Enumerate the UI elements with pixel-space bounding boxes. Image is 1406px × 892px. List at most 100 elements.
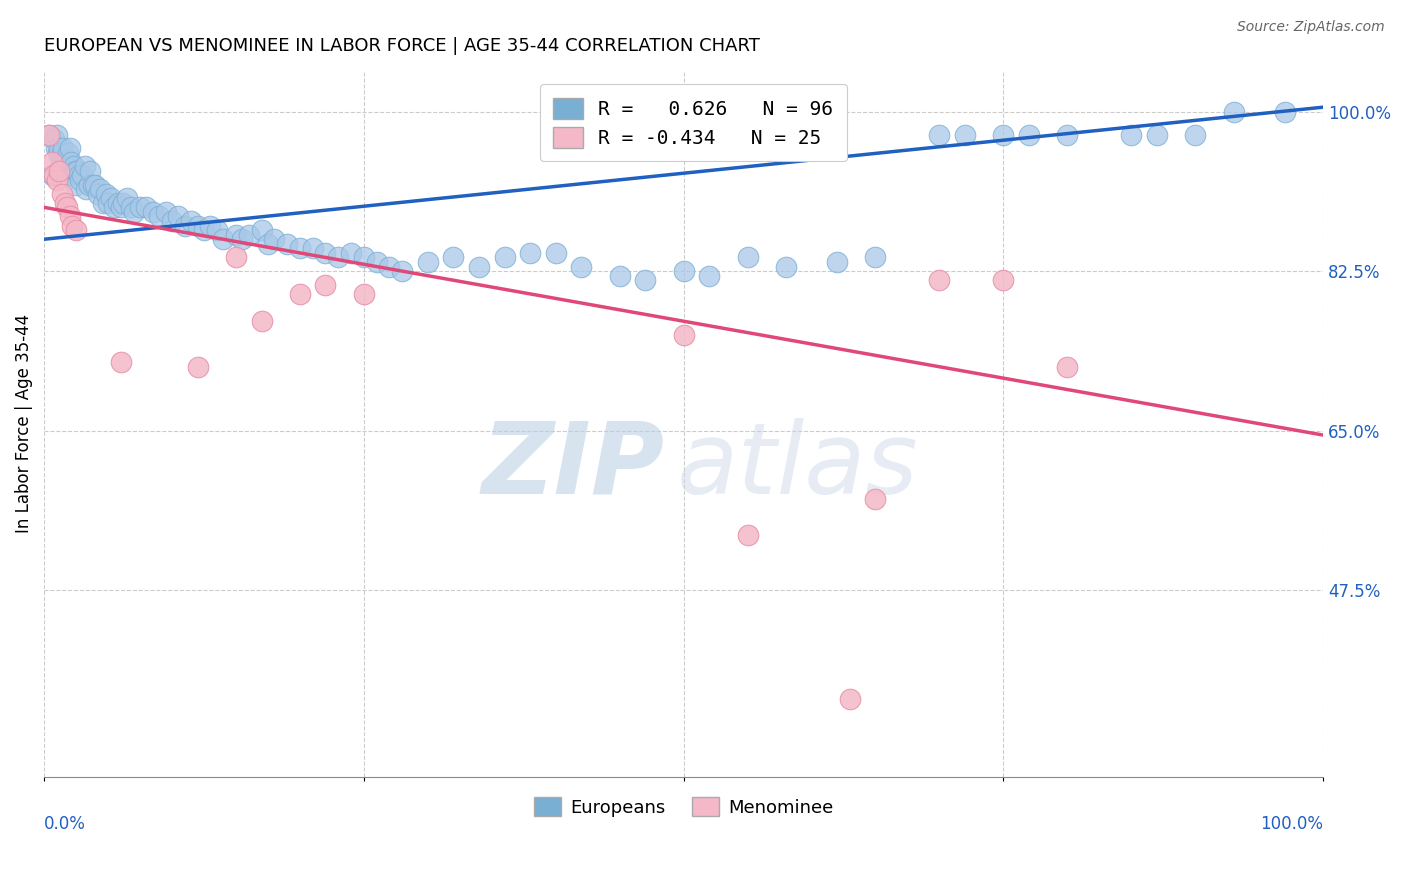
Point: [112, 195, 135, 210]
Text: ZIP: ZIP: [481, 417, 665, 515]
Point: [52, 141, 75, 155]
Point: [609, 268, 631, 283]
Point: [212, 232, 235, 246]
Point: [148, 210, 170, 224]
Point: [672, 327, 695, 342]
Point: [187, 359, 209, 374]
Point: [45, 128, 67, 142]
Point: [97, 195, 120, 210]
Point: [66, 164, 89, 178]
Point: [1056, 128, 1078, 142]
Point: [672, 264, 695, 278]
Point: [110, 200, 132, 214]
Point: [44, 169, 66, 183]
Point: [1056, 359, 1078, 374]
Point: [865, 491, 887, 506]
Point: [59, 141, 82, 155]
Point: [72, 169, 94, 183]
Point: [51, 145, 73, 160]
Point: [353, 286, 375, 301]
Point: [77, 178, 100, 192]
Point: [288, 286, 311, 301]
Point: [63, 164, 86, 178]
Point: [103, 200, 125, 214]
Point: [775, 260, 797, 274]
Text: 0.0%: 0.0%: [44, 815, 86, 833]
Point: [315, 246, 337, 260]
Point: [225, 227, 247, 242]
Point: [142, 205, 165, 219]
Point: [59, 154, 82, 169]
Point: [107, 195, 129, 210]
Point: [45, 141, 67, 155]
Point: [544, 246, 567, 260]
Point: [73, 160, 96, 174]
Point: [117, 191, 139, 205]
Point: [865, 251, 887, 265]
Point: [187, 219, 209, 233]
Point: [634, 273, 657, 287]
Point: [38, 128, 60, 142]
Point: [58, 145, 80, 160]
Point: [328, 251, 350, 265]
Point: [91, 195, 114, 210]
Point: [38, 128, 60, 142]
Point: [49, 154, 72, 169]
Point: [41, 169, 63, 183]
Point: [340, 246, 363, 260]
Point: [200, 219, 222, 233]
Point: [67, 169, 90, 183]
Point: [519, 246, 541, 260]
Point: [51, 186, 73, 201]
Point: [65, 178, 87, 192]
Point: [60, 169, 83, 183]
Point: [468, 260, 491, 274]
Point: [60, 219, 83, 233]
Point: [1121, 128, 1143, 142]
Point: [353, 251, 375, 265]
Point: [250, 314, 273, 328]
Point: [288, 241, 311, 255]
Point: [838, 692, 860, 706]
Point: [263, 232, 285, 246]
Point: [45, 173, 67, 187]
Point: [53, 154, 76, 169]
Point: [56, 154, 79, 169]
Point: [129, 200, 152, 214]
Point: [87, 186, 110, 201]
Point: [82, 178, 104, 192]
Point: [160, 214, 183, 228]
Point: [441, 251, 464, 265]
Y-axis label: In Labor Force | Age 35-44: In Labor Force | Age 35-44: [15, 314, 32, 533]
Point: [205, 223, 228, 237]
Point: [193, 223, 215, 237]
Point: [110, 355, 132, 369]
Text: 100.0%: 100.0%: [1260, 815, 1323, 833]
Point: [84, 178, 107, 192]
Point: [416, 255, 439, 269]
Point: [55, 160, 77, 174]
Point: [56, 200, 79, 214]
Point: [1146, 128, 1168, 142]
Point: [155, 205, 177, 219]
Point: [59, 210, 82, 224]
Point: [62, 160, 84, 174]
Point: [44, 132, 66, 146]
Text: EUROPEAN VS MENOMINEE IN LABOR FORCE | AGE 35-44 CORRELATION CHART: EUROPEAN VS MENOMINEE IN LABOR FORCE | A…: [44, 37, 761, 55]
Point: [167, 210, 190, 224]
Point: [41, 154, 63, 169]
Point: [993, 273, 1015, 287]
Point: [391, 264, 413, 278]
Point: [120, 200, 142, 214]
Point: [53, 195, 76, 210]
Point: [315, 277, 337, 292]
Point: [180, 214, 202, 228]
Point: [1222, 104, 1244, 119]
Point: [231, 232, 253, 246]
Point: [257, 236, 280, 251]
Point: [276, 236, 298, 251]
Point: [238, 227, 260, 242]
Point: [225, 251, 247, 265]
Text: Source: ZipAtlas.com: Source: ZipAtlas.com: [1237, 20, 1385, 34]
Point: [1274, 104, 1296, 119]
